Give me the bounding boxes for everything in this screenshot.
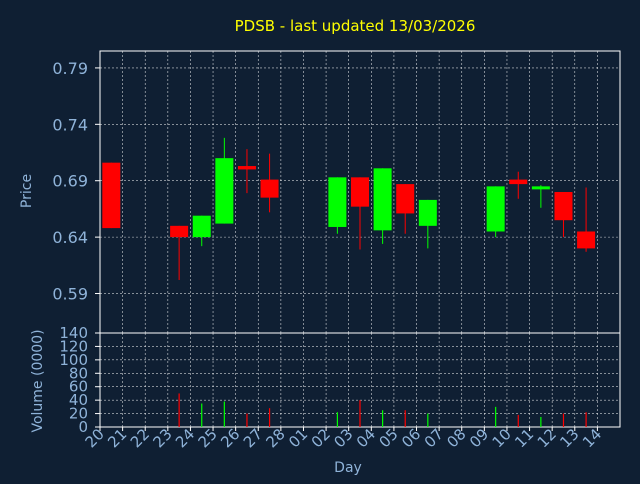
volume-axis-label: Volume (0000) bbox=[30, 329, 46, 432]
candle-25 bbox=[215, 137, 234, 224]
candle-23 bbox=[170, 225, 189, 280]
candle-13 bbox=[577, 187, 596, 252]
volume-tick-label: 140 bbox=[59, 324, 88, 342]
candle-12 bbox=[554, 192, 573, 238]
volume-tick-label: 60 bbox=[69, 378, 88, 396]
candle-body bbox=[554, 192, 573, 221]
price-axis-label: Price bbox=[19, 174, 35, 208]
candle-20 bbox=[102, 162, 121, 229]
price-tick-label: 0.69 bbox=[52, 172, 88, 191]
candle-body bbox=[373, 168, 392, 231]
candle-04 bbox=[373, 168, 392, 244]
candle-11 bbox=[531, 185, 550, 208]
candle-24 bbox=[192, 215, 211, 247]
candle-body bbox=[531, 186, 550, 190]
price-tick-label: 0.64 bbox=[52, 228, 88, 247]
volume-panel: 0204060801001201402021222324252627280102… bbox=[59, 324, 621, 451]
price-tick-label: 0.74 bbox=[52, 115, 88, 134]
candle-body bbox=[351, 177, 369, 207]
candle-body bbox=[102, 162, 121, 229]
x-tick-label: 14 bbox=[579, 425, 605, 451]
price-tick-label: 0.79 bbox=[52, 59, 88, 78]
candle-27 bbox=[260, 153, 279, 213]
price-panel: 0.59 0.64 0.69 0.74 0.79 bbox=[52, 50, 621, 334]
candle-body bbox=[260, 179, 279, 198]
candle-06 bbox=[418, 199, 437, 249]
candle-body bbox=[486, 186, 505, 232]
candle-body bbox=[418, 199, 437, 226]
candle-body bbox=[328, 177, 347, 227]
volume-tick-label: 0 bbox=[78, 418, 88, 436]
candle-10 bbox=[509, 171, 528, 199]
candle-body bbox=[192, 215, 211, 238]
volume-tick-label: 100 bbox=[59, 351, 88, 369]
candle-02 bbox=[328, 177, 347, 234]
x-axis-label: Day bbox=[334, 460, 362, 476]
volume-tick-label: 80 bbox=[69, 364, 88, 382]
candle-body bbox=[170, 225, 189, 238]
volume-tick-label: 20 bbox=[69, 405, 88, 423]
chart-title: PDSB - last updated 13/03/2026 bbox=[235, 17, 476, 35]
candle-body bbox=[509, 179, 528, 185]
price-tick-label: 0.59 bbox=[52, 285, 88, 304]
candle-body bbox=[577, 231, 596, 249]
candle-03 bbox=[351, 177, 369, 250]
candle-body bbox=[215, 158, 234, 224]
candle-05 bbox=[396, 184, 415, 234]
candle-body bbox=[237, 166, 256, 170]
volume-tick-label: 40 bbox=[69, 391, 88, 409]
candle-body bbox=[396, 184, 415, 214]
volume-tick-label: 120 bbox=[59, 337, 88, 355]
candle-09 bbox=[486, 186, 505, 238]
candle-26 bbox=[237, 149, 256, 194]
